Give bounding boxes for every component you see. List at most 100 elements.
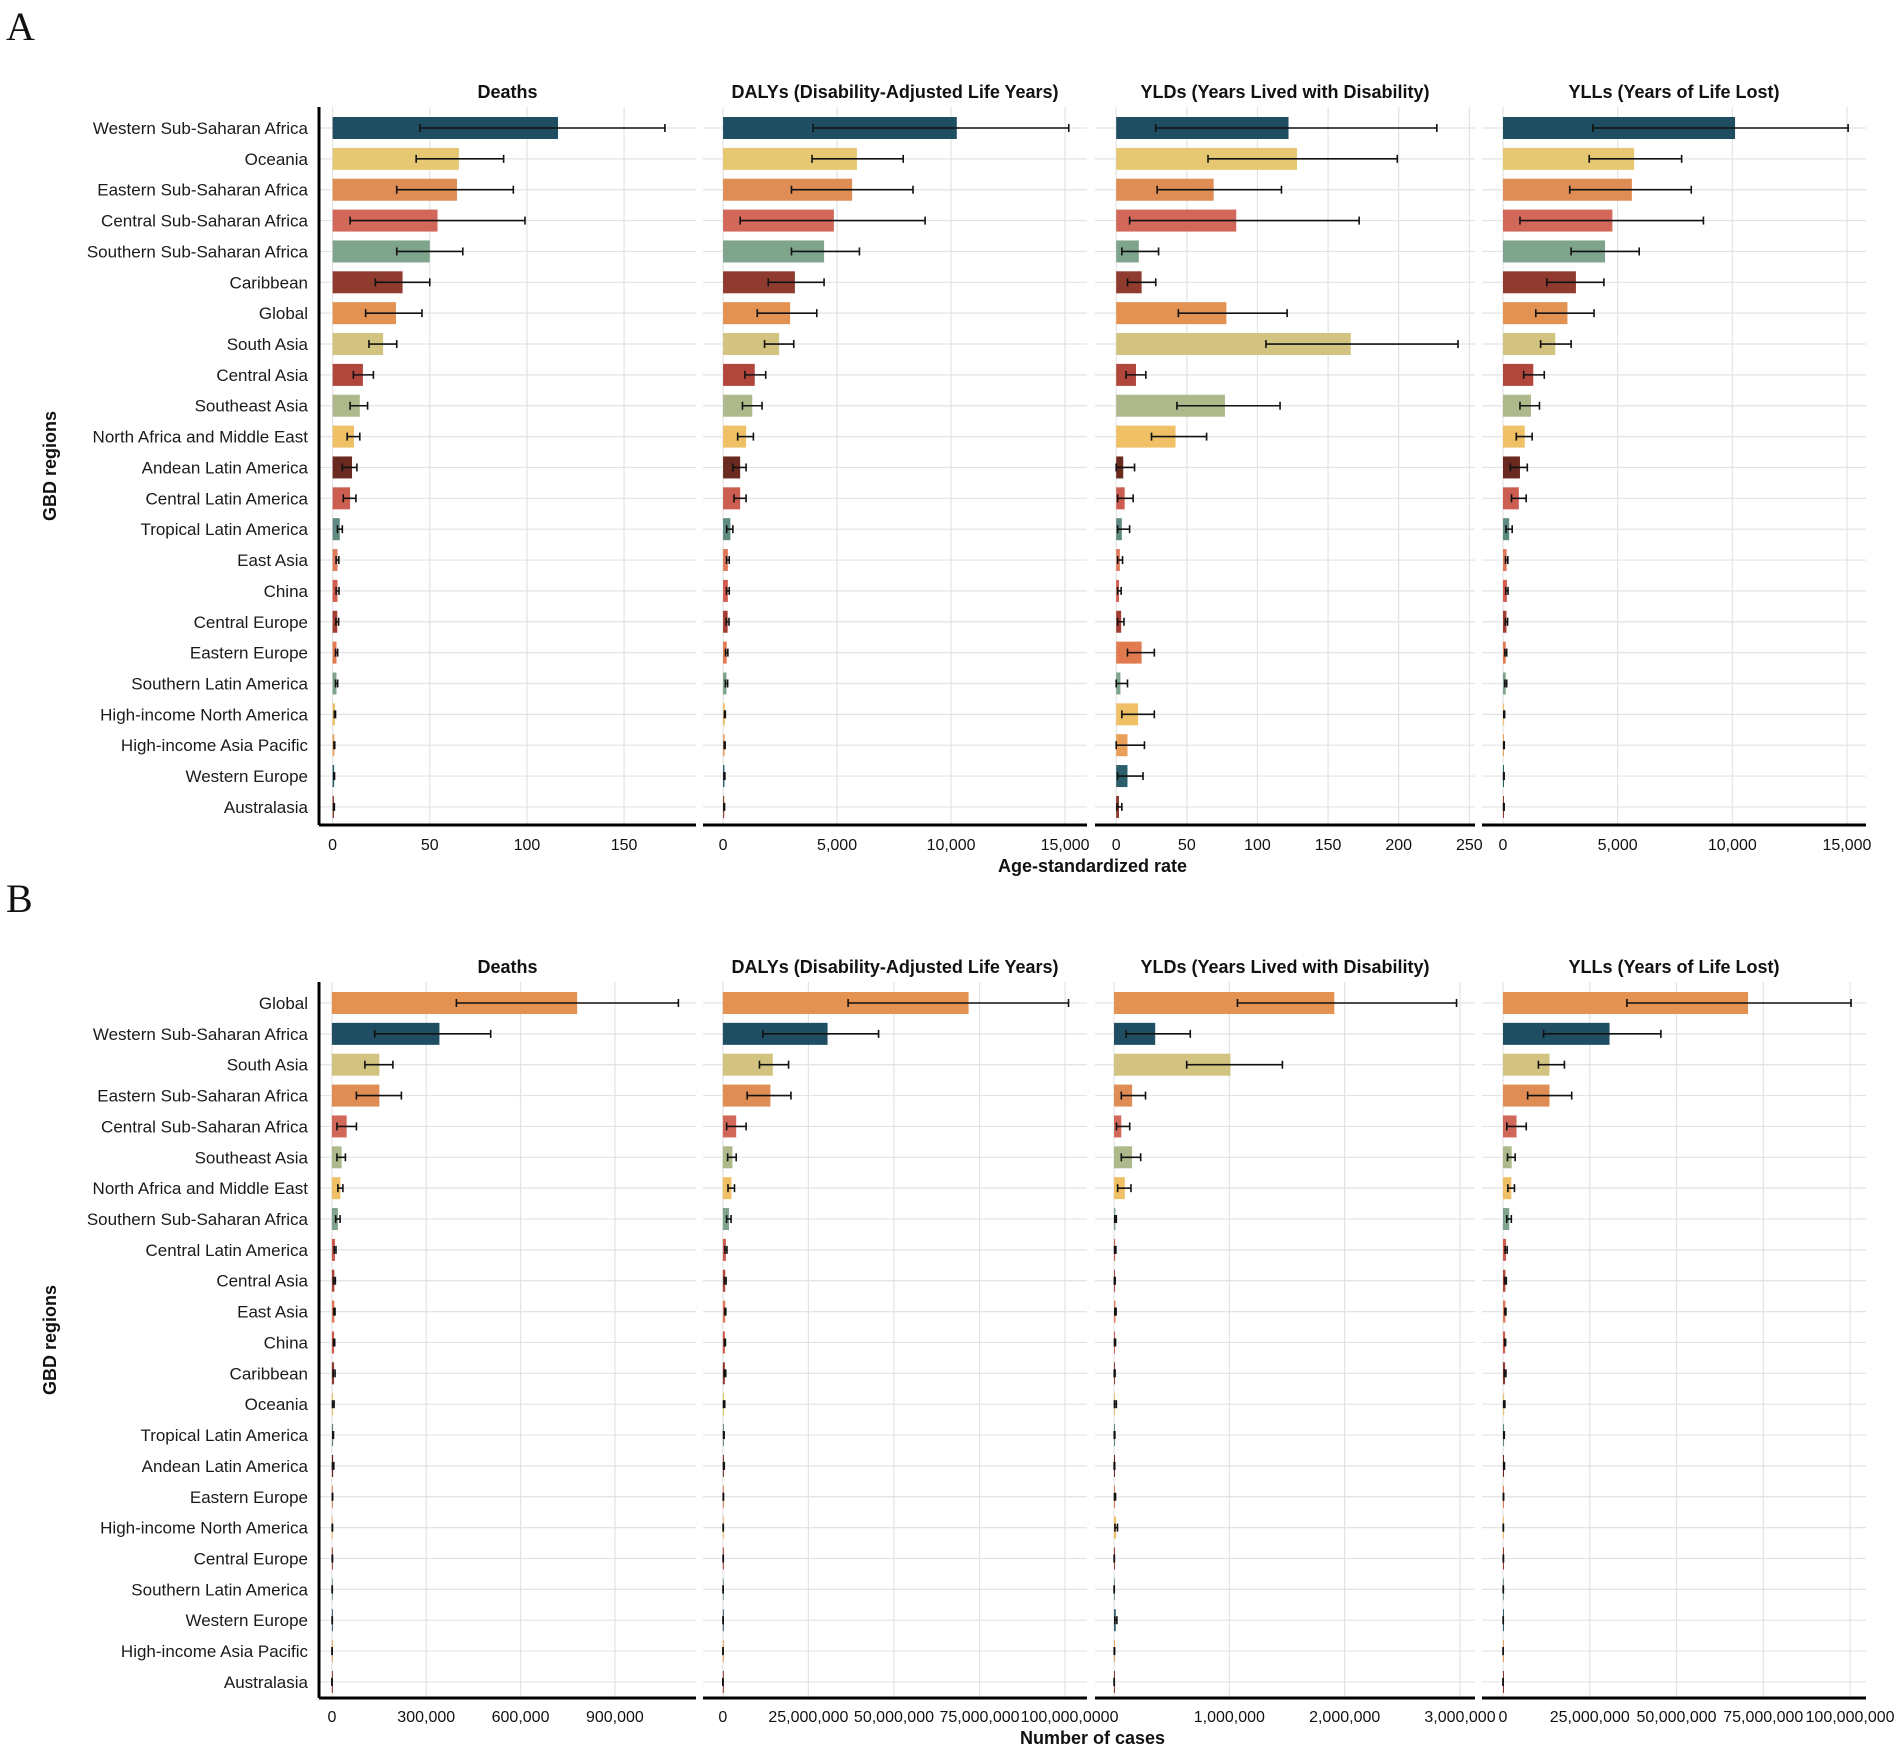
- region-label: North Africa and Middle East: [93, 428, 309, 447]
- region-label: Eastern Europe: [190, 1488, 308, 1507]
- bar: [1114, 1053, 1231, 1076]
- region-label: Western Sub-Saharan Africa: [93, 119, 309, 138]
- bar: [723, 147, 857, 170]
- bar: [1116, 147, 1298, 170]
- tick-label: 25,000,000: [1550, 1709, 1630, 1726]
- bar: [1503, 425, 1525, 448]
- bar: [332, 394, 360, 417]
- tick-label: 100: [1244, 837, 1271, 854]
- tick-label: 250: [1456, 837, 1483, 854]
- bar: [1503, 147, 1635, 170]
- bar: [1114, 992, 1335, 1014]
- x-axis-title: Number of cases: [1020, 1728, 1165, 1748]
- tick-label: 10,000: [1708, 837, 1757, 854]
- bar: [722, 1177, 732, 1200]
- tick-label: 1,000,000: [1194, 1709, 1265, 1726]
- bar: [1502, 1053, 1550, 1076]
- bar: [723, 271, 795, 294]
- bar: [332, 425, 354, 448]
- region-label: Global: [259, 304, 308, 323]
- bar: [1116, 425, 1176, 448]
- facet-ylds: YLDs (Years Lived with Disability) 0 50 100…: [1095, 82, 1483, 854]
- tick-label: 75,000,000: [939, 1709, 1019, 1726]
- bar: [1503, 363, 1534, 386]
- tick-label: 5,000: [817, 837, 857, 854]
- region-label: High-income Asia Pacific: [121, 736, 309, 755]
- bar: [723, 333, 780, 356]
- region-label: High-income North America: [100, 705, 308, 724]
- bar: [1116, 302, 1227, 325]
- tick-label: 600,000: [492, 1709, 550, 1726]
- tick-label: 0: [1110, 1709, 1119, 1726]
- region-label: Southeast Asia: [195, 1148, 309, 1167]
- region-label: High-income North America: [100, 1519, 308, 1538]
- facet-ylds: YLDs (Years Lived with Disability) 0 1,000…: [1095, 957, 1496, 1726]
- x-axis-title: Age-standardized rate: [998, 856, 1187, 876]
- tick-label: 0: [328, 837, 337, 854]
- bar: [332, 549, 338, 572]
- bar: [1503, 333, 1556, 356]
- tick-label: 300,000: [397, 1709, 455, 1726]
- region-label: Southern Sub-Saharan Africa: [87, 1210, 309, 1229]
- facet-title: DALYs (Disability-Adjusted Life Years): [731, 957, 1058, 977]
- bar: [332, 363, 363, 386]
- tick-label: 75,000,000: [1723, 1709, 1803, 1726]
- panel-letter: B: [6, 876, 33, 921]
- y-axis-title: GBD regions: [40, 1285, 60, 1395]
- facet-dalys: DALYs (Disability-Adjusted Life Years) 0 5…: [703, 82, 1090, 854]
- bar: [722, 1053, 773, 1076]
- region-label: Tropical Latin America: [140, 1426, 308, 1445]
- tick-label: 10,000: [927, 837, 976, 854]
- region-label: Central Europe: [194, 1549, 308, 1568]
- tick-label: 900,000: [586, 1709, 644, 1726]
- tick-label: 50,000,000: [854, 1709, 934, 1726]
- bar: [331, 1053, 380, 1076]
- bar: [1502, 992, 1749, 1014]
- region-label: Australasia: [224, 798, 309, 817]
- bar: [332, 302, 396, 325]
- region-label: Oceania: [245, 1395, 309, 1414]
- facet-title: YLDs (Years Lived with Disability): [1140, 82, 1429, 102]
- bar: [723, 487, 741, 510]
- bar: [1502, 1084, 1550, 1107]
- tick-label: 0: [1499, 1709, 1508, 1726]
- chart-panel-A: A GBD regions Age-standardized rate Western…: [6, 4, 1872, 876]
- region-label: East Asia: [237, 1303, 308, 1322]
- tick-label: 3,000,000: [1424, 1709, 1495, 1726]
- facet-title: Deaths: [477, 957, 537, 977]
- facet-ylls: YLLs (Years of Life Lost) 0 25,000,000 50,0…: [1482, 957, 1895, 1726]
- bar: [332, 178, 457, 201]
- region-label: Central Asia: [216, 366, 308, 385]
- bar: [723, 425, 747, 448]
- region-label: South Asia: [227, 335, 309, 354]
- region-label: China: [264, 1333, 309, 1352]
- bar: [332, 518, 340, 541]
- bar: [1116, 394, 1225, 417]
- tick-label: 50,000,000: [1636, 1709, 1716, 1726]
- bar: [332, 487, 351, 510]
- region-label: Central Sub-Saharan Africa: [101, 1117, 308, 1136]
- region-label: North Africa and Middle East: [93, 1179, 309, 1198]
- tick-label: 0: [1499, 837, 1508, 854]
- region-label: Australasia: [224, 1673, 309, 1692]
- y-axis-title: GBD regions: [40, 411, 60, 521]
- tick-label: 15,000: [1822, 837, 1871, 854]
- bar: [1116, 333, 1351, 356]
- panel-letter: A: [6, 4, 35, 49]
- bar: [723, 549, 728, 572]
- tick-label: 0: [327, 1709, 336, 1726]
- bar: [723, 363, 755, 386]
- region-label: Western Sub-Saharan Africa: [93, 1025, 309, 1044]
- tick-label: 200: [1385, 837, 1412, 854]
- region-label: Western Europe: [185, 1611, 308, 1630]
- tick-label: 0: [1112, 837, 1121, 854]
- bar: [332, 641, 337, 664]
- region-label: Central Europe: [194, 613, 308, 632]
- bar: [723, 456, 741, 479]
- region-label: China: [264, 582, 309, 601]
- facet-title: YLLs (Years of Life Lost): [1568, 957, 1779, 977]
- bar: [723, 178, 853, 201]
- bar: [1503, 579, 1507, 602]
- region-label: Southeast Asia: [195, 397, 309, 416]
